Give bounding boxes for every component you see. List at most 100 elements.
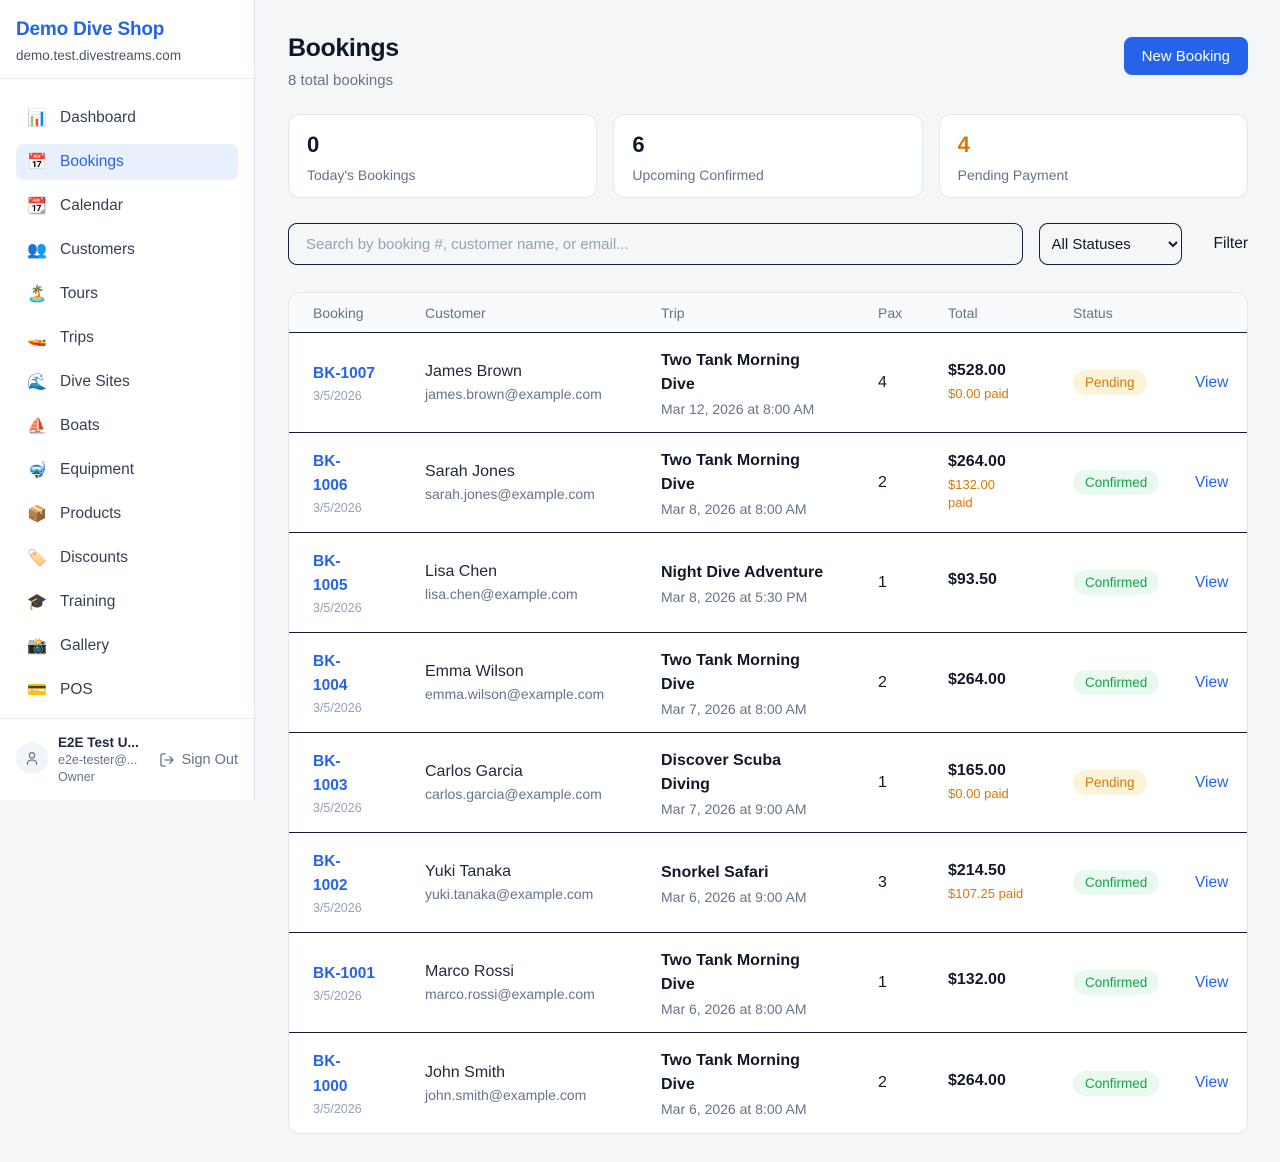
nav-item-icon: 🤿 xyxy=(27,462,47,479)
status-badge: Confirmed xyxy=(1073,570,1160,595)
pax-value: 1 xyxy=(878,573,887,591)
sidebar-item-discounts[interactable]: 🏷️ Discounts xyxy=(16,540,238,576)
total-amount: $264.00 xyxy=(948,1071,1006,1089)
view-link[interactable]: View xyxy=(1195,1074,1229,1091)
view-link[interactable]: View xyxy=(1195,673,1229,691)
booking-id-link[interactable]: BK- 1002 xyxy=(313,852,348,894)
filter-button[interactable]: Filter xyxy=(1213,235,1248,252)
pax-value: 2 xyxy=(878,673,887,691)
sign-out-label: Sign Out xyxy=(181,752,238,768)
customer-name: Emma Wilson xyxy=(425,663,524,680)
actions-cell: View xyxy=(1195,574,1228,592)
new-booking-button[interactable]: New Booking xyxy=(1123,37,1248,75)
actions-cell: View xyxy=(1195,374,1228,392)
view-link[interactable]: View xyxy=(1195,873,1229,891)
nav-item-label: Bookings xyxy=(60,153,124,170)
pax-value: 3 xyxy=(878,873,887,891)
booking-id-link[interactable]: BK- 1006 xyxy=(313,452,348,494)
stat-label: Upcoming Confirmed xyxy=(632,167,764,183)
sidebar-item-gallery[interactable]: 📸 Gallery xyxy=(16,628,238,664)
customer-name: Yuki Tanaka xyxy=(425,863,511,880)
booking-id-link[interactable]: BK- 1005 xyxy=(313,552,348,594)
booking-date: 3/5/2026 xyxy=(313,501,362,516)
total-amount: $132.00 xyxy=(948,971,1006,988)
sidebar-item-training[interactable]: 🎓 Training xyxy=(16,584,238,620)
booking-date: 3/5/2026 xyxy=(313,989,362,1003)
total-cell: $264.00 $132.00 paid xyxy=(948,453,1073,512)
customer-email: marco.rossi@example.com xyxy=(425,986,595,1002)
nav-item-icon: 📊 xyxy=(27,110,47,127)
col-header-pax: Pax xyxy=(878,304,903,321)
customer-name: James Brown xyxy=(425,363,522,380)
nav-item-label: Customers xyxy=(60,241,135,258)
sidebar-nav: 📊 Dashboard 📅 Bookings 📆 Calendar 👥 Cust… xyxy=(0,79,254,708)
pax-value: 2 xyxy=(878,1074,887,1091)
trip-time: Mar 6, 2026 at 8:00 AM xyxy=(661,1000,807,1017)
sidebar-item-equipment[interactable]: 🤿 Equipment xyxy=(16,452,238,488)
view-link[interactable]: View xyxy=(1195,973,1229,991)
status-cell: Confirmed xyxy=(1073,870,1195,895)
customer-name: Marco Rossi xyxy=(425,963,514,980)
trip-name: Discover Scuba Diving xyxy=(661,751,782,793)
page-title: Bookings xyxy=(288,34,399,62)
customer-email: emma.wilson@example.com xyxy=(425,686,605,702)
booking-id-link[interactable]: BK- 1004 xyxy=(313,652,348,694)
sidebar-item-trips[interactable]: 🚤 Trips xyxy=(16,320,238,356)
nav-item-label: Dashboard xyxy=(60,109,136,126)
total-cell: $165.00 $0.00 paid xyxy=(948,762,1073,803)
main-content: Bookings 8 total bookings New Booking 0 … xyxy=(255,0,1280,1134)
nav-item-label: Training xyxy=(60,593,116,610)
trip-time: Mar 8, 2026 at 8:00 AM xyxy=(661,500,807,517)
sidebar-item-tours[interactable]: 🏝️ Tours xyxy=(16,276,238,312)
total-amount: $264.00 xyxy=(948,671,1006,688)
nav-item-icon: 🏷️ xyxy=(27,550,47,567)
sidebar-item-bookings[interactable]: 📅 Bookings xyxy=(16,144,238,180)
booking-id-link[interactable]: BK-1007 xyxy=(313,364,376,382)
sign-out-button[interactable]: Sign Out xyxy=(159,752,238,768)
booking-cell: BK- 1006 3/5/2026 xyxy=(313,450,425,515)
booking-cell: BK- 1003 3/5/2026 xyxy=(313,750,425,815)
nav-item-label: Gallery xyxy=(60,637,110,654)
booking-id-link[interactable]: BK-1001 xyxy=(313,964,376,982)
nav-item-icon: 📸 xyxy=(27,638,47,655)
trip-cell: Two Tank Morning Dive Mar 7, 2026 at 8:0… xyxy=(661,649,878,717)
table-row: BK- 1006 3/5/2026 Sarah Jones sarah.jone… xyxy=(289,433,1247,533)
booking-cell: BK- 1000 3/5/2026 xyxy=(313,1050,425,1115)
user-email: e2e-tester@... xyxy=(58,753,138,767)
customer-email: sarah.jones@example.com xyxy=(425,486,595,502)
view-link[interactable]: View xyxy=(1195,373,1229,391)
trip-name: Snorkel Safari xyxy=(661,863,769,881)
booking-cell: BK- 1004 3/5/2026 xyxy=(313,650,425,715)
sidebar-item-customers[interactable]: 👥 Customers xyxy=(16,232,238,268)
status-select[interactable]: All Statuses xyxy=(1038,223,1182,265)
total-cell: $264.00 xyxy=(948,671,1073,694)
sidebar-item-dive-sites[interactable]: 🌊 Dive Sites xyxy=(16,364,238,400)
total-amount: $165.00 xyxy=(948,761,1006,779)
status-cell: Confirmed xyxy=(1073,470,1195,495)
trip-time: Mar 12, 2026 at 8:00 AM xyxy=(661,400,815,417)
booking-cell: BK- 1002 3/5/2026 xyxy=(313,850,425,915)
customer-cell: Carlos Garcia carlos.garcia@example.com xyxy=(425,763,661,802)
nav-item-icon: 🌊 xyxy=(27,374,47,391)
trip-time: Mar 7, 2026 at 9:00 AM xyxy=(661,800,807,817)
sidebar-item-products[interactable]: 📦 Products xyxy=(16,496,238,532)
booking-id-link[interactable]: BK- 1000 xyxy=(313,1053,348,1095)
booking-date: 3/5/2026 xyxy=(313,601,362,616)
status-badge: Confirmed xyxy=(1073,670,1160,695)
view-link[interactable]: View xyxy=(1195,473,1229,491)
search-input[interactable] xyxy=(288,223,1023,265)
view-link[interactable]: View xyxy=(1195,573,1229,591)
sidebar-item-boats[interactable]: ⛵ Boats xyxy=(16,408,238,444)
table-row: BK- 1003 3/5/2026 Carlos Garcia carlos.g… xyxy=(289,733,1247,833)
sidebar-item-pos[interactable]: 💳 POS xyxy=(16,672,238,708)
sidebar-item-calendar[interactable]: 📆 Calendar xyxy=(16,188,238,224)
trip-name: Two Tank Morning Dive xyxy=(661,351,800,393)
customer-email: lisa.chen@example.com xyxy=(425,586,578,602)
booking-id-link[interactable]: BK- 1003 xyxy=(313,752,348,794)
sidebar-item-dashboard[interactable]: 📊 Dashboard xyxy=(16,100,238,136)
nav-item-icon: 📅 xyxy=(27,154,47,171)
trip-name: Two Tank Morning Dive xyxy=(661,651,800,693)
status-badge: Confirmed xyxy=(1073,470,1160,495)
view-link[interactable]: View xyxy=(1195,773,1229,791)
col-header-booking: Booking xyxy=(313,304,364,321)
